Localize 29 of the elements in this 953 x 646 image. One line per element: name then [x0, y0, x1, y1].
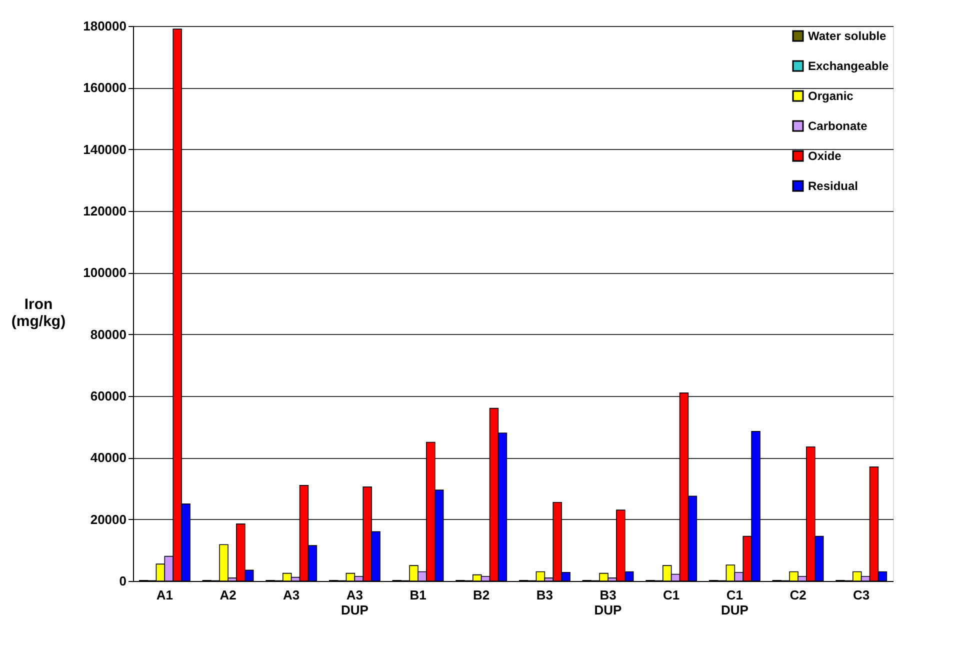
legend-label: Organic: [808, 89, 854, 103]
y-tick-label: 140000: [83, 142, 126, 157]
x-tick-label: A2: [220, 588, 236, 602]
y-axis-title: Iron (mg/kg): [11, 296, 66, 330]
x-tick-label: B3 DUP: [594, 588, 622, 618]
y-tick-label: 180000: [83, 18, 126, 34]
x-tick-label: A3 DUP: [340, 588, 369, 618]
x-tick-label: B3: [536, 588, 553, 602]
x-tick-label: C1 DUP: [720, 588, 749, 618]
y-tick-label: 100000: [83, 265, 126, 280]
legend-label: Oxide: [808, 149, 842, 163]
y-tick-label: 160000: [83, 80, 126, 96]
y-tick-label: 120000: [83, 204, 126, 218]
legend-label: Carbonate: [808, 119, 868, 133]
x-tick-label: B1: [410, 588, 426, 602]
x-tick-label: B2: [473, 588, 490, 602]
y-tick-label: 80000: [90, 326, 126, 342]
legend-label: Residual: [808, 179, 858, 193]
x-tick-label: A1: [156, 588, 173, 602]
x-tick-label: C2: [790, 588, 806, 602]
legend-label: Exchangeable: [808, 59, 890, 73]
y-tick-label: 0: [119, 574, 126, 588]
y-tick-label: 20000: [90, 512, 126, 527]
x-tick-label: A3: [283, 588, 300, 602]
legend-label: Water soluble: [808, 29, 887, 43]
x-tick-label: C1: [663, 588, 680, 602]
y-tick-label: 40000: [90, 450, 126, 466]
y-tick-label: 60000: [90, 388, 126, 404]
x-tick-label: C3: [853, 588, 870, 602]
